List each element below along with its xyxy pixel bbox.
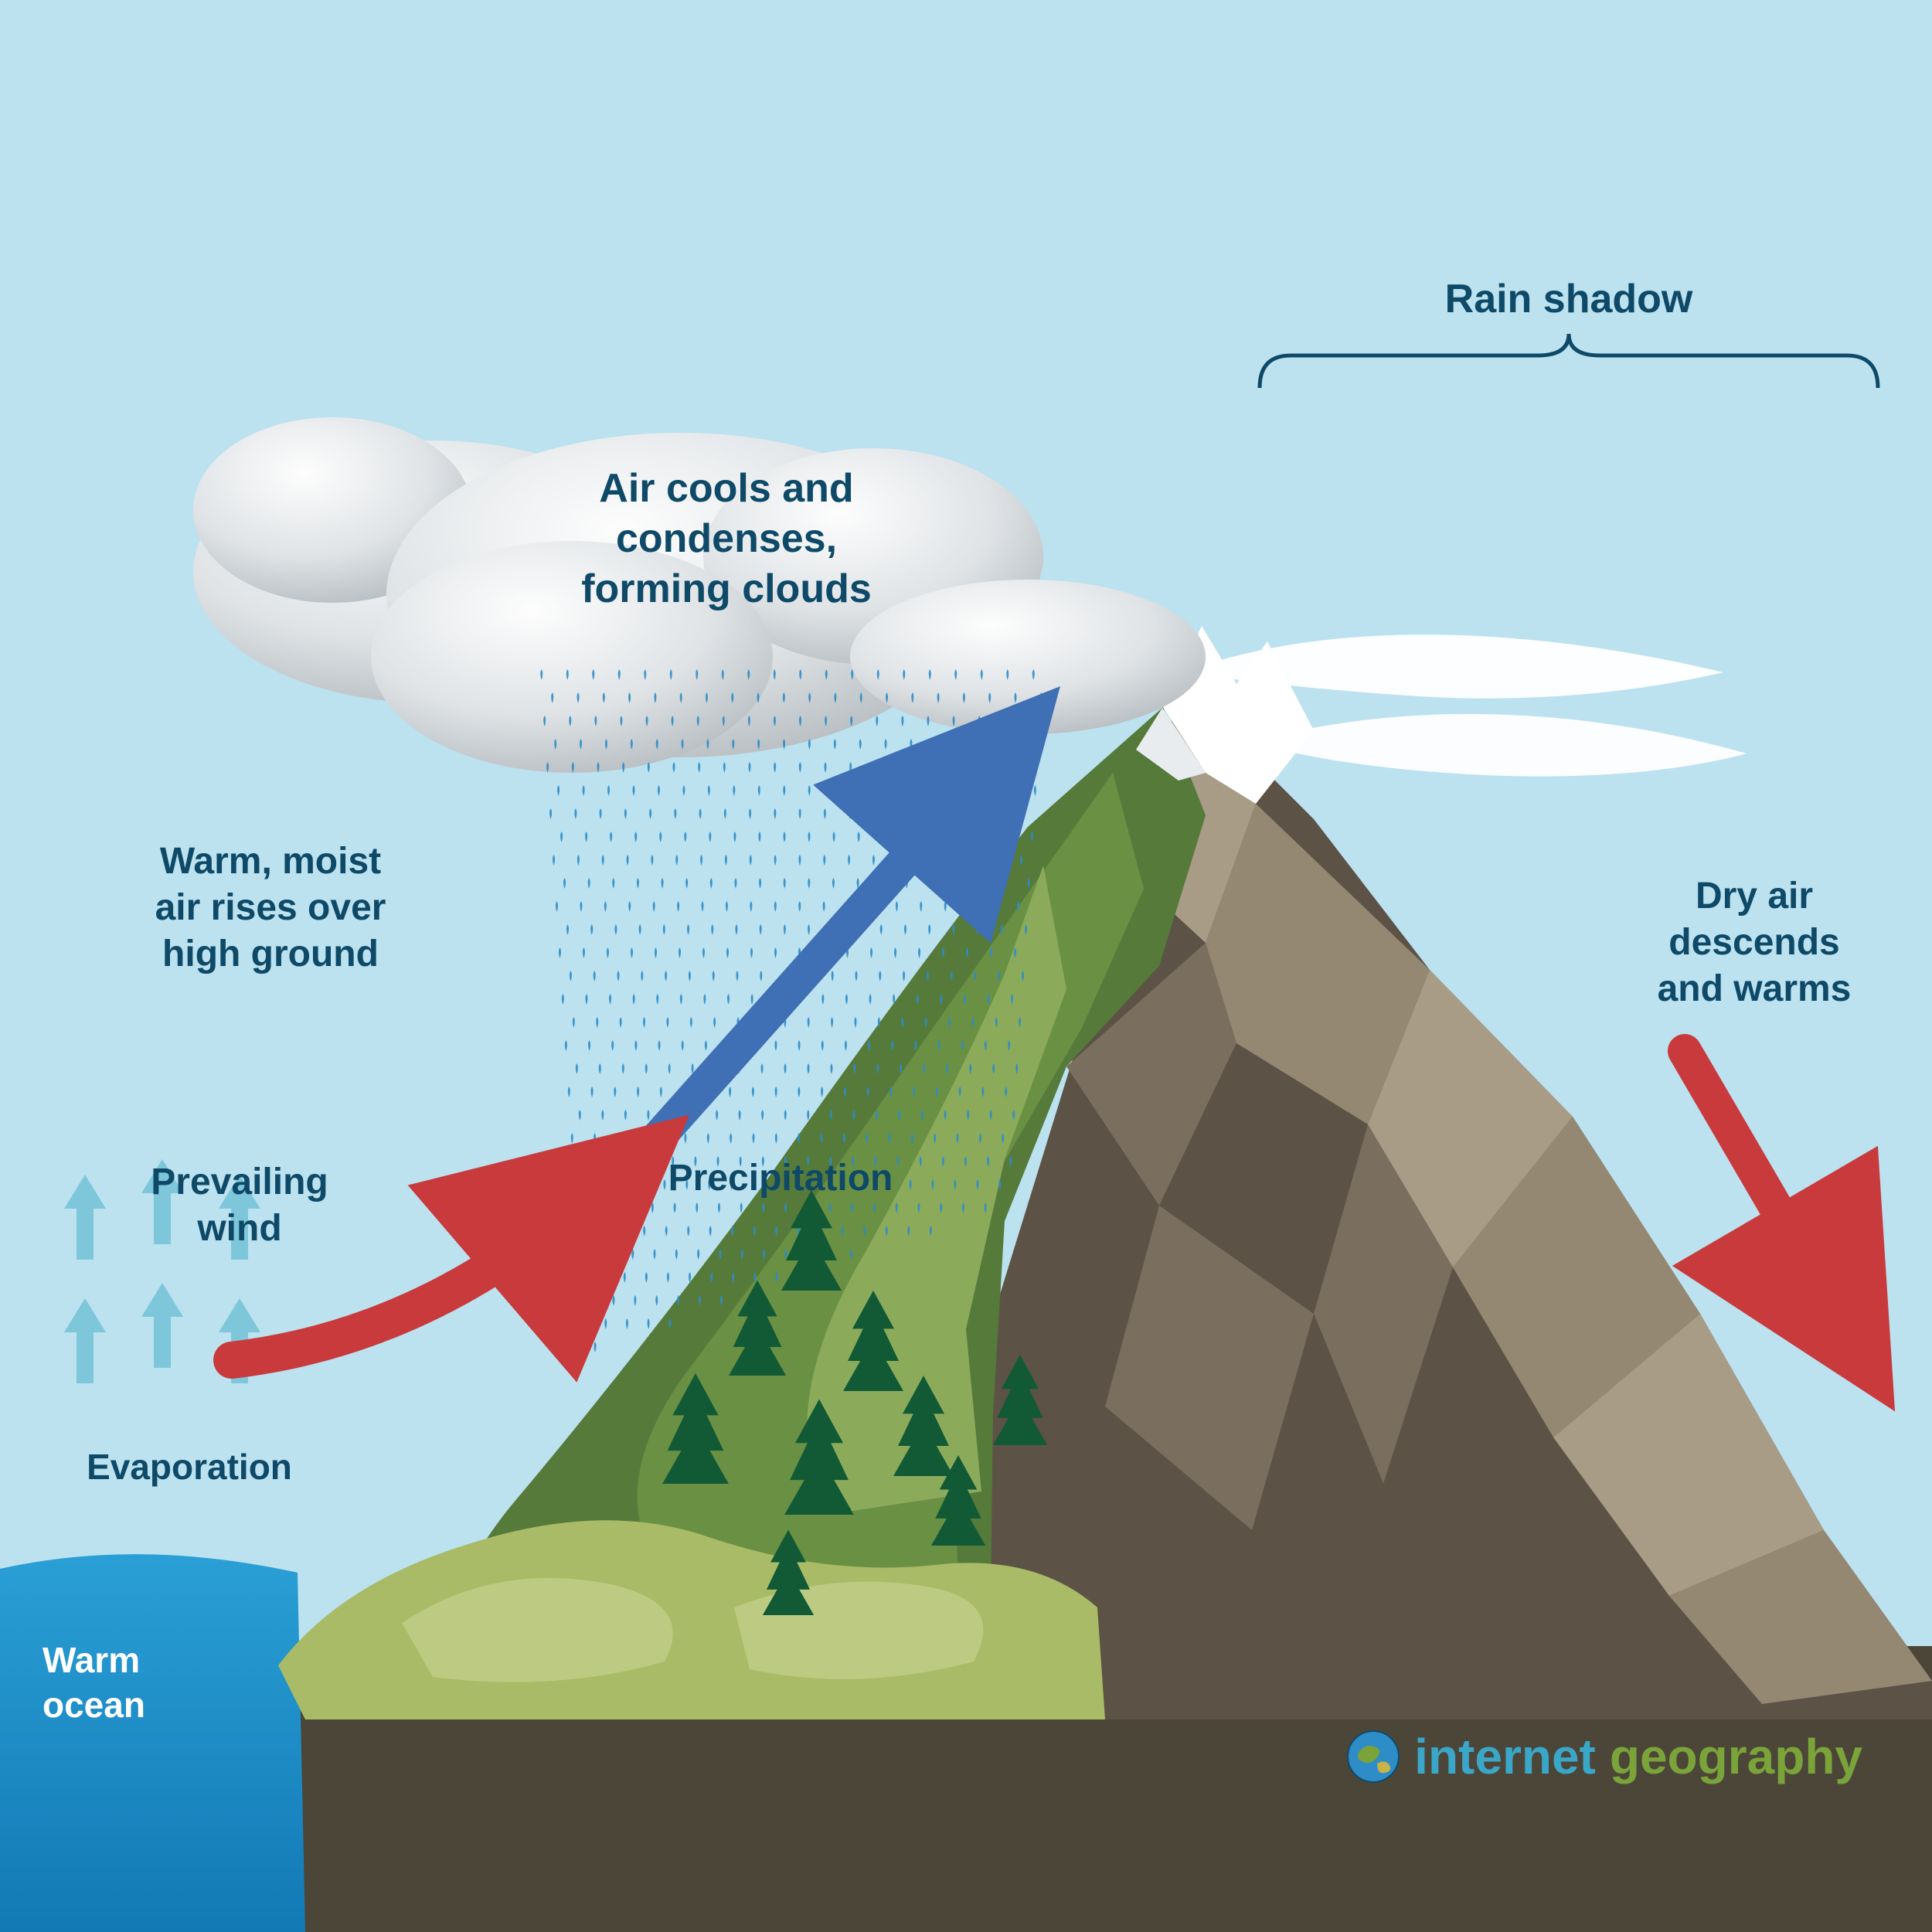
label-prevailing-wind: Prevailingwind <box>93 1159 386 1252</box>
label-air-cools: Air cools andcondenses,forming clouds <box>495 464 958 614</box>
brand-logo: internet geography <box>1346 1728 1862 1785</box>
label-evaporation: Evaporation <box>43 1445 336 1490</box>
label-precipitation: Precipitation <box>618 1155 943 1202</box>
label-dry-air: Dry airdescendsand warms <box>1592 873 1917 1012</box>
logo-word-geography: geography <box>1610 1728 1862 1785</box>
diagram-stage: Rain shadow Air cools andcondenses,formi… <box>0 0 1932 1932</box>
ocean <box>0 1554 305 1932</box>
label-warm-ocean: Warmocean <box>43 1638 259 1727</box>
globe-icon <box>1346 1730 1400 1784</box>
logo-word-internet: internet <box>1414 1728 1596 1785</box>
label-warm-moist: Warm, moistair rises overhigh ground <box>85 838 456 978</box>
label-rain-shadow: Rain shadow <box>1260 274 1878 325</box>
